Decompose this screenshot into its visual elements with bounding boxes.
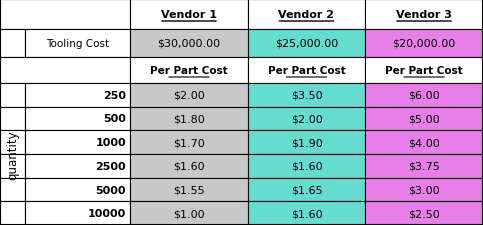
- Bar: [248, 154, 365, 178]
- Bar: [0, 131, 25, 154]
- Text: $3.50: $3.50: [291, 90, 322, 100]
- Text: 250: 250: [103, 90, 126, 100]
- Bar: [248, 201, 365, 225]
- Text: $1.90: $1.90: [291, 137, 322, 148]
- Bar: [25, 201, 130, 225]
- Bar: [0, 154, 25, 178]
- Text: 500: 500: [103, 114, 126, 124]
- Bar: [25, 178, 130, 201]
- Bar: [25, 154, 130, 178]
- Bar: [0, 58, 130, 84]
- Text: Per Part Cost: Per Part Cost: [385, 66, 463, 76]
- Bar: [25, 30, 130, 58]
- Bar: [0, 84, 25, 107]
- Text: $2.00: $2.00: [291, 114, 322, 124]
- Text: Vendor 1: Vendor 1: [161, 10, 217, 20]
- Bar: [248, 131, 365, 154]
- Bar: [130, 201, 248, 225]
- Text: 10000: 10000: [88, 208, 126, 218]
- Bar: [248, 58, 365, 84]
- Text: quantity: quantity: [6, 130, 19, 179]
- Text: $3.75: $3.75: [408, 161, 440, 171]
- Text: $3.00: $3.00: [408, 185, 440, 195]
- Bar: [248, 0, 365, 30]
- Text: $1.60: $1.60: [173, 161, 205, 171]
- Text: $2.00: $2.00: [173, 90, 205, 100]
- Bar: [248, 107, 365, 131]
- Bar: [365, 58, 483, 84]
- Bar: [130, 30, 248, 58]
- Text: $20,000.00: $20,000.00: [392, 39, 455, 49]
- Text: $1.80: $1.80: [173, 114, 205, 124]
- Bar: [130, 131, 248, 154]
- Text: 2500: 2500: [95, 161, 126, 171]
- Text: $1.00: $1.00: [173, 208, 205, 218]
- Bar: [25, 84, 130, 107]
- Bar: [0, 201, 25, 225]
- Text: $30,000.00: $30,000.00: [157, 39, 221, 49]
- Text: Tooling Cost: Tooling Cost: [46, 39, 109, 49]
- Text: $1.60: $1.60: [291, 208, 322, 218]
- Bar: [365, 107, 483, 131]
- Bar: [0, 178, 25, 201]
- Bar: [130, 58, 248, 84]
- Bar: [130, 84, 248, 107]
- Bar: [365, 30, 483, 58]
- Text: $1.70: $1.70: [173, 137, 205, 148]
- Bar: [0, 0, 130, 30]
- Text: $6.00: $6.00: [408, 90, 440, 100]
- Text: 1000: 1000: [95, 137, 126, 148]
- Text: 5000: 5000: [96, 185, 126, 195]
- Bar: [365, 201, 483, 225]
- Bar: [365, 154, 483, 178]
- Bar: [25, 131, 130, 154]
- Text: Per Part Cost: Per Part Cost: [268, 66, 345, 76]
- Bar: [248, 178, 365, 201]
- Bar: [365, 178, 483, 201]
- Text: $5.00: $5.00: [408, 114, 440, 124]
- Bar: [130, 178, 248, 201]
- Text: $25,000.00: $25,000.00: [275, 39, 338, 49]
- Bar: [0, 30, 25, 58]
- Text: Vendor 3: Vendor 3: [396, 10, 452, 20]
- Bar: [248, 84, 365, 107]
- Text: $1.55: $1.55: [173, 185, 205, 195]
- Text: Per Part Cost: Per Part Cost: [150, 66, 228, 76]
- Bar: [248, 30, 365, 58]
- Bar: [25, 107, 130, 131]
- Bar: [0, 107, 25, 131]
- Text: $2.50: $2.50: [408, 208, 440, 218]
- Bar: [365, 131, 483, 154]
- Bar: [130, 0, 248, 30]
- Bar: [365, 0, 483, 30]
- Text: $1.65: $1.65: [291, 185, 322, 195]
- Text: Vendor 2: Vendor 2: [279, 10, 335, 20]
- Bar: [130, 107, 248, 131]
- Text: $1.60: $1.60: [291, 161, 322, 171]
- Bar: [130, 154, 248, 178]
- Bar: [365, 84, 483, 107]
- Text: $4.00: $4.00: [408, 137, 440, 148]
